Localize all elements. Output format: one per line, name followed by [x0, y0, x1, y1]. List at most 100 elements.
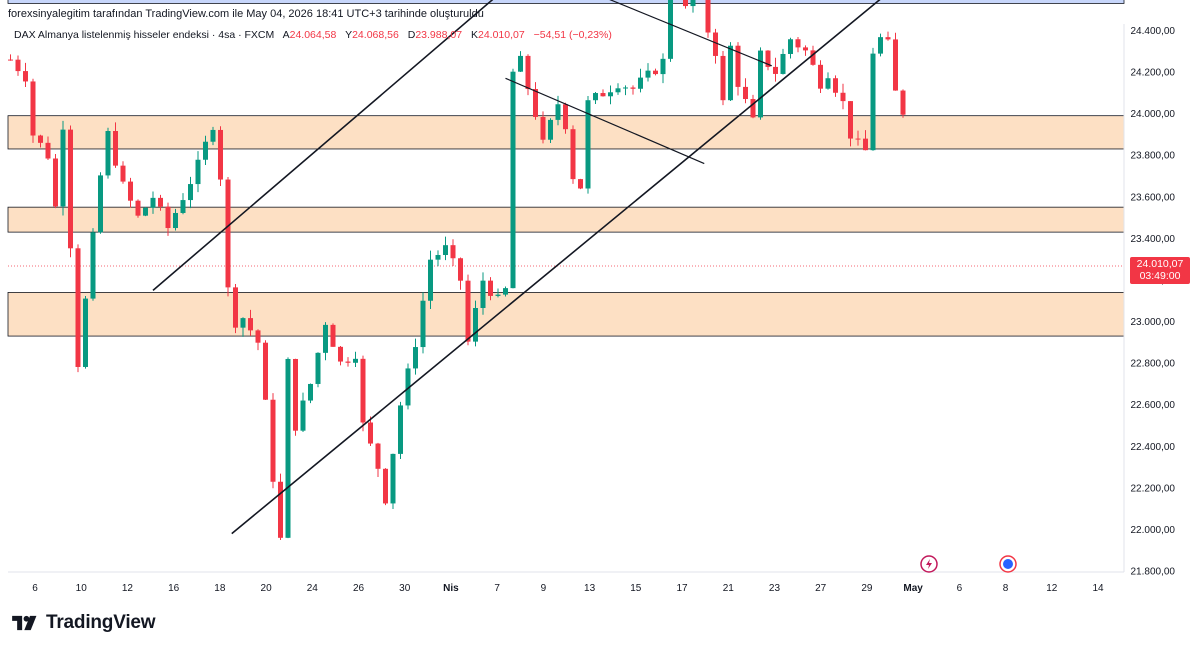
candle-body — [705, 0, 711, 33]
lightning-event-icon[interactable] — [920, 555, 938, 573]
candle-body — [38, 135, 43, 143]
candle-body — [765, 50, 771, 67]
candle-body — [653, 70, 658, 75]
price-tick-label: 22.600,00 — [1131, 400, 1176, 411]
brand-logo[interactable]: TradingView — [10, 612, 156, 634]
time-tick-label: 12 — [1046, 583, 1058, 594]
brand-name: TradingView — [46, 612, 156, 633]
candle-body — [90, 232, 96, 299]
time-tick-label: May — [903, 583, 923, 594]
time-tick-label: 9 — [541, 583, 547, 594]
symbol-name: DAX Almanya listelenmiş hisseler endeksi… — [14, 29, 274, 41]
time-tick-label: 15 — [630, 583, 642, 594]
candle-body — [233, 287, 238, 328]
candle-body — [810, 50, 816, 65]
candle-body — [818, 64, 823, 89]
wedge-lower-trendline[interactable] — [505, 77, 705, 165]
candle-body — [8, 59, 13, 61]
candle-body — [165, 206, 171, 229]
candle-body — [540, 116, 546, 140]
ohlc-open: 24.064,58 — [290, 29, 337, 41]
candle-body — [878, 37, 883, 54]
price-axis[interactable]: 25.600,0025.400,0025.200,0025.000,0024.8… — [1131, 0, 1176, 578]
candle-body — [263, 342, 268, 400]
price-tick-label: 22.400,00 — [1131, 442, 1176, 453]
time-tick-label: 14 — [1092, 583, 1104, 594]
candle-body — [390, 453, 396, 504]
candle-body — [308, 383, 313, 401]
wedge-upper-trendline[interactable] — [543, 0, 772, 67]
time-tick-label: 12 — [122, 583, 134, 594]
tradingview-logo-icon — [12, 615, 37, 631]
time-tick-label: 29 — [861, 583, 873, 594]
candle-body — [353, 358, 358, 363]
candle-body — [720, 55, 726, 101]
candle-body — [563, 104, 568, 130]
candle-body — [638, 77, 643, 89]
candle-body — [398, 405, 403, 454]
candle-body — [210, 129, 216, 142]
candle-body — [225, 179, 231, 288]
time-tick-label: 21 — [723, 583, 735, 594]
time-tick-label: 6 — [957, 583, 963, 594]
candle-body — [548, 119, 553, 140]
price-tick-label: 23.000,00 — [1131, 317, 1176, 328]
ohlc-low: 23.988,07 — [415, 29, 462, 41]
candle-body — [143, 207, 148, 216]
resistance-zone-2[interactable] — [7, 0, 1125, 4]
candle-body — [578, 179, 583, 189]
candle-body — [315, 352, 321, 384]
candle-body — [848, 101, 853, 139]
candle-body — [773, 66, 778, 74]
candle-body — [75, 248, 81, 367]
candle-body — [218, 129, 223, 180]
earnings-event-icon[interactable] — [999, 555, 1017, 573]
candle-body — [465, 280, 471, 342]
candle-body — [375, 443, 381, 469]
support-zone-4[interactable] — [7, 206, 1125, 233]
ohlc-close-label: K — [471, 29, 478, 41]
time-tick-label: 20 — [261, 583, 273, 594]
candle-body — [45, 142, 51, 159]
candle-body — [255, 330, 261, 343]
candle-body — [503, 288, 508, 295]
candle-body — [758, 50, 763, 118]
candle-body — [458, 258, 463, 281]
symbol-info: DAX Almanya listelenmiş hisseler endeksi… — [14, 29, 612, 41]
candle-body — [435, 255, 441, 260]
candle-body — [623, 87, 628, 89]
channel-lower-trendline[interactable] — [231, 0, 939, 535]
candle-body — [735, 45, 741, 87]
time-tick-label: 27 — [815, 583, 827, 594]
candle-body — [150, 197, 156, 208]
ohlc-change: −54,51 (−0,23%) — [534, 29, 612, 41]
price-tick-label: 23.400,00 — [1131, 234, 1176, 245]
candle-body — [360, 358, 366, 423]
candle-body — [743, 86, 748, 100]
candle-body — [855, 138, 861, 140]
support-zone-5[interactable] — [7, 292, 1125, 337]
chart-attribution: forexsinyalegitim tarafından TradingView… — [8, 8, 484, 20]
candle-body — [428, 259, 433, 301]
price-tick-label: 22.800,00 — [1131, 359, 1176, 370]
candle-body — [330, 324, 336, 347]
ohlc-low-label: D — [408, 29, 416, 41]
trendlines-layer[interactable] — [152, 0, 939, 535]
candle-body — [630, 87, 636, 89]
candle-body — [570, 129, 576, 180]
channel-upper-trendline[interactable] — [152, 0, 787, 291]
candle-body — [240, 318, 246, 328]
price-tick-label: 24.400,00 — [1131, 26, 1176, 37]
candle-body — [23, 71, 28, 82]
ohlc-high: 24.068,56 — [352, 29, 399, 41]
last-price-badge: 24.010,07 03:49:00 — [1130, 257, 1190, 284]
price-tick-label: 23.600,00 — [1131, 192, 1176, 203]
candle-body — [555, 104, 561, 120]
candle-body — [128, 181, 133, 201]
candle-body — [68, 129, 73, 249]
time-tick-label: 10 — [76, 583, 88, 594]
time-axis[interactable]: 6 10 12 16 18 20 24 26 30 Nis 7 9 13 15 17 21 23 27 29 May 6… — [32, 583, 1104, 594]
candle-body — [893, 39, 898, 91]
candle-body — [518, 55, 523, 72]
